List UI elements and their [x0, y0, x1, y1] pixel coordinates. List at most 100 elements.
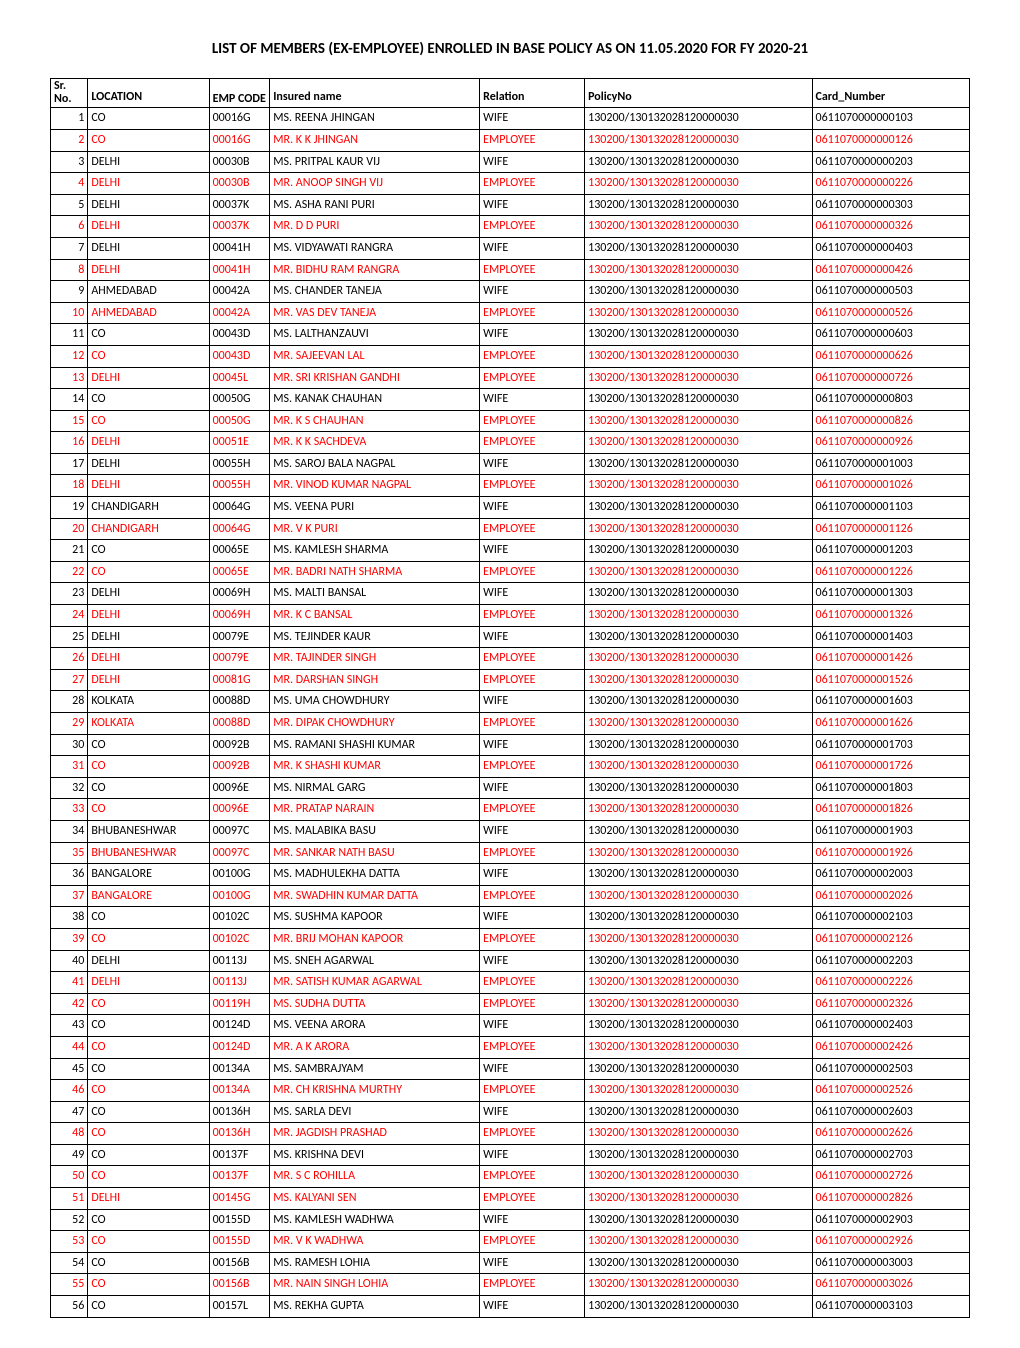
cell-location: DELHI	[88, 173, 209, 195]
table-row: 9AHMEDABAD00042AMS. CHANDER TANEJAWIFE13…	[51, 281, 970, 303]
cell-policy: 130200/130132028120000030	[585, 583, 812, 605]
cell-policy: 130200/130132028120000030	[585, 626, 812, 648]
cell-relation: WIFE	[480, 950, 585, 972]
col-policy: PolicyNo	[585, 79, 812, 108]
cell-sr: 13	[51, 367, 88, 389]
cell-sr: 12	[51, 345, 88, 367]
cell-sr: 25	[51, 626, 88, 648]
cell-card: 0611070000000526	[812, 302, 969, 324]
cell-location: CO	[88, 1209, 209, 1231]
cell-empcode: 00043D	[209, 345, 270, 367]
cell-sr: 17	[51, 453, 88, 475]
cell-sr: 15	[51, 410, 88, 432]
cell-policy: 130200/130132028120000030	[585, 756, 812, 778]
cell-relation: WIFE	[480, 691, 585, 713]
cell-card: 0611070000002526	[812, 1080, 969, 1102]
cell-relation: EMPLOYEE	[480, 259, 585, 281]
cell-card: 0611070000002403	[812, 1015, 969, 1037]
cell-relation: EMPLOYEE	[480, 1123, 585, 1145]
cell-location: CO	[88, 129, 209, 151]
cell-policy: 130200/130132028120000030	[585, 1144, 812, 1166]
cell-policy: 130200/130132028120000030	[585, 777, 812, 799]
cell-card: 0611070000002003	[812, 864, 969, 886]
cell-location: DELHI	[88, 605, 209, 627]
cell-empcode: 00145G	[209, 1188, 270, 1210]
cell-name: MS. KRISHNA DEVI	[270, 1144, 480, 1166]
table-row: 10AHMEDABAD00042AMR. VAS DEV TANEJAEMPLO…	[51, 302, 970, 324]
cell-name: MS. SNEH AGARWAL	[270, 950, 480, 972]
cell-relation: EMPLOYEE	[480, 1036, 585, 1058]
cell-empcode: 00155D	[209, 1209, 270, 1231]
table-row: 54CO00156BMS. RAMESH LOHIAWIFE130200/130…	[51, 1252, 970, 1274]
cell-policy: 130200/130132028120000030	[585, 950, 812, 972]
cell-sr: 35	[51, 842, 88, 864]
cell-empcode: 00042A	[209, 281, 270, 303]
table-row: 20CHANDIGARH00064GMR. V K PURIEMPLOYEE13…	[51, 518, 970, 540]
cell-location: BHUBANESHWAR	[88, 820, 209, 842]
cell-relation: EMPLOYEE	[480, 605, 585, 627]
cell-sr: 20	[51, 518, 88, 540]
table-row: 41DELHI00113JMR. SATISH KUMAR AGARWALEMP…	[51, 972, 970, 994]
cell-relation: WIFE	[480, 777, 585, 799]
cell-policy: 130200/130132028120000030	[585, 281, 812, 303]
cell-empcode: 00088D	[209, 713, 270, 735]
cell-location: DELHI	[88, 648, 209, 670]
cell-sr: 31	[51, 756, 88, 778]
cell-name: MR. TAJINDER SINGH	[270, 648, 480, 670]
cell-location: CO	[88, 1231, 209, 1253]
cell-card: 0611070000001003	[812, 453, 969, 475]
cell-relation: EMPLOYEE	[480, 928, 585, 950]
col-insured: Insured name	[270, 79, 480, 108]
cell-card: 0611070000003026	[812, 1274, 969, 1296]
cell-card: 0611070000002326	[812, 993, 969, 1015]
cell-empcode: 00055H	[209, 475, 270, 497]
cell-sr: 18	[51, 475, 88, 497]
cell-location: DELHI	[88, 1188, 209, 1210]
cell-location: CO	[88, 928, 209, 950]
cell-name: MS. SAROJ BALA NAGPAL	[270, 453, 480, 475]
cell-location: DELHI	[88, 583, 209, 605]
cell-empcode: 00043D	[209, 324, 270, 346]
table-row: 34BHUBANESHWAR00097CMS. MALABIKA BASUWIF…	[51, 820, 970, 842]
cell-sr: 8	[51, 259, 88, 281]
table-header-row: Sr. No. LOCATION EMP CODE Insured name R…	[51, 79, 970, 108]
cell-location: CO	[88, 1123, 209, 1145]
cell-empcode: 00113J	[209, 950, 270, 972]
cell-sr: 10	[51, 302, 88, 324]
cell-location: CO	[88, 389, 209, 411]
table-row: 42CO00119HMS. SUDHA DUTTAEMPLOYEE130200/…	[51, 993, 970, 1015]
table-row: 22CO00065EMR. BADRI NATH SHARMAEMPLOYEE1…	[51, 561, 970, 583]
cell-location: DELHI	[88, 432, 209, 454]
cell-location: DELHI	[88, 216, 209, 238]
cell-policy: 130200/130132028120000030	[585, 453, 812, 475]
cell-location: AHMEDABAD	[88, 281, 209, 303]
cell-card: 0611070000001303	[812, 583, 969, 605]
table-row: 7DELHI00041HMS. VIDYAWATI RANGRAWIFE1302…	[51, 237, 970, 259]
table-row: 37BANGALORE00100GMR. SWADHIN KUMAR DATTA…	[51, 885, 970, 907]
cell-policy: 130200/130132028120000030	[585, 324, 812, 346]
cell-location: CO	[88, 734, 209, 756]
cell-name: MR. SATISH KUMAR AGARWAL	[270, 972, 480, 994]
cell-empcode: 00064G	[209, 518, 270, 540]
cell-location: DELHI	[88, 950, 209, 972]
cell-name: MR. JAGDISH PRASHAD	[270, 1123, 480, 1145]
cell-empcode: 00065E	[209, 540, 270, 562]
cell-empcode: 00092B	[209, 756, 270, 778]
members-table: Sr. No. LOCATION EMP CODE Insured name R…	[50, 78, 970, 1318]
cell-relation: EMPLOYEE	[480, 713, 585, 735]
cell-sr: 48	[51, 1123, 88, 1145]
cell-empcode: 00079E	[209, 626, 270, 648]
cell-policy: 130200/130132028120000030	[585, 345, 812, 367]
cell-empcode: 00102C	[209, 928, 270, 950]
cell-sr: 14	[51, 389, 88, 411]
cell-card: 0611070000001426	[812, 648, 969, 670]
cell-relation: EMPLOYEE	[480, 756, 585, 778]
table-row: 23DELHI00069HMS. MALTI BANSALWIFE130200/…	[51, 583, 970, 605]
cell-empcode: 00136H	[209, 1123, 270, 1145]
cell-policy: 130200/130132028120000030	[585, 864, 812, 886]
cell-card: 0611070000002726	[812, 1166, 969, 1188]
cell-sr: 29	[51, 713, 88, 735]
cell-sr: 19	[51, 497, 88, 519]
cell-empcode: 00041H	[209, 259, 270, 281]
cell-empcode: 00037K	[209, 216, 270, 238]
